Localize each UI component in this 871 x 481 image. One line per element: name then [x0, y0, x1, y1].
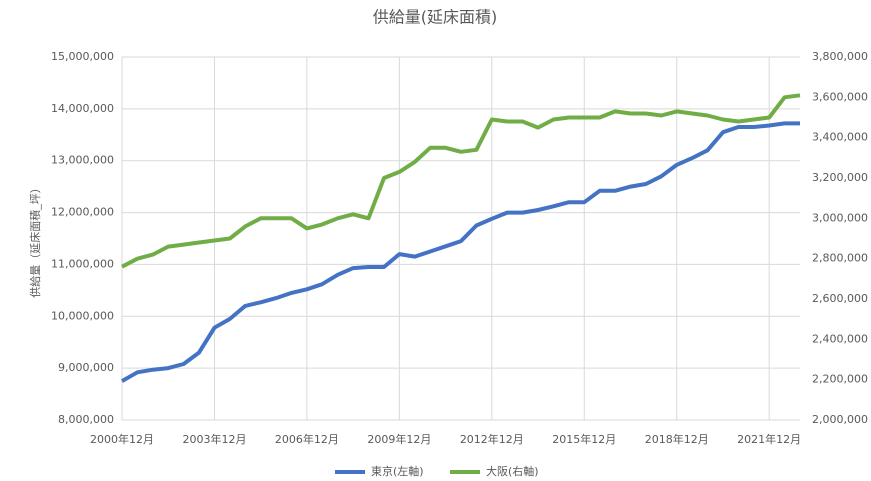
y2-tick-label: 3,800,000: [812, 50, 868, 63]
x-tick-label: 2018年12月: [645, 432, 709, 446]
y-tick-label: 8,000,000: [58, 413, 114, 426]
y-tick-label: 9,000,000: [58, 361, 114, 374]
chart-title: 供給量(延床面積): [373, 8, 498, 27]
x-tick-label: 2003年12月: [182, 432, 246, 446]
x-tick-label: 2006年12月: [275, 432, 339, 446]
y2-tick-label: 2,600,000: [812, 292, 868, 305]
y-axis-label: 供給量（延床面積_坪）: [28, 182, 42, 298]
y-tick-label: 13,000,000: [51, 154, 114, 167]
x-tick-label: 2009年12月: [367, 432, 431, 446]
y2-tick-label: 2,400,000: [812, 332, 868, 345]
y-tick-label: 10,000,000: [51, 309, 114, 322]
series-line: [121, 93, 801, 269]
y2-tick-label: 3,400,000: [812, 131, 868, 144]
x-tick-label: 2000年12月: [90, 432, 154, 446]
legend-label: 大阪(右軸): [486, 464, 539, 478]
y-tick-label: 12,000,000: [51, 206, 114, 219]
y-tick-label: 11,000,000: [51, 257, 114, 270]
x-tick-label: 2012年12月: [460, 432, 524, 446]
y-tick-label: 14,000,000: [51, 102, 114, 115]
y2-tick-label: 3,000,000: [812, 211, 868, 224]
y2-tick-label: 2,800,000: [812, 252, 868, 265]
legend-label: 東京(左軸): [371, 464, 424, 478]
y2-tick-label: 3,200,000: [812, 171, 868, 184]
series-line: [121, 121, 800, 383]
x-tick-label: 2021年12月: [737, 432, 801, 446]
y2-tick-label: 2,200,000: [812, 373, 868, 386]
y2-tick-label: 2,000,000: [812, 413, 868, 426]
y-tick-label: 15,000,000: [51, 50, 114, 63]
y2-tick-label: 3,600,000: [812, 90, 868, 103]
x-tick-label: 2015年12月: [552, 432, 616, 446]
